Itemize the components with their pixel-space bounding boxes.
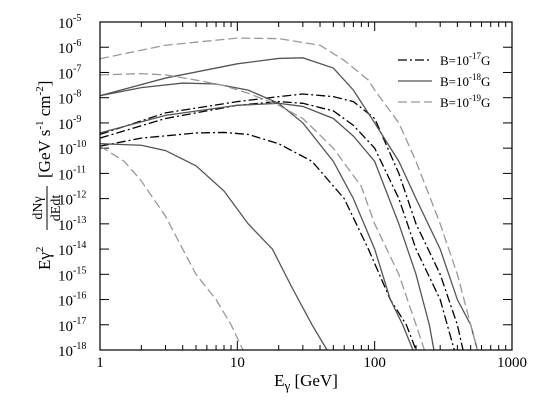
series-line-dashdot (100, 131, 417, 350)
y-tick-label: 10-15 (58, 265, 86, 284)
plot-frame (99, 21, 513, 351)
x-tick-label: 100 (363, 355, 386, 371)
y-tick-label: 10-7 (58, 63, 81, 82)
y-axis-title-numerator: dNγ (31, 196, 46, 219)
y-tick-label: 10-10 (58, 139, 86, 158)
x-tick-label: 10 (230, 355, 245, 371)
y-axis-title-denominator: dEdt (49, 195, 64, 222)
y-tick-label: 10-17 (58, 316, 86, 335)
y-axis-title-unit-sup2: -2 (34, 86, 46, 95)
svg-text:[GeV s-1 cm-2]: [GeV s-1 cm-2] (34, 81, 54, 178)
y-tick-label: 10-18 (58, 341, 86, 360)
y-tick-label: 10-16 (58, 291, 86, 310)
y-axis-title-unit-end: ] (35, 81, 54, 87)
series-line-dashed (100, 37, 479, 350)
x-axis-title-rest: [GeV] (290, 371, 338, 390)
y-tick-label: 10-5 (58, 13, 81, 32)
y-tick-label: 10-13 (58, 215, 86, 234)
series-line-solid (100, 143, 328, 350)
y-axis-title-unit: [GeV s (35, 130, 54, 178)
y-axis-title-unit-cm: cm (35, 95, 54, 120)
y-tick-label: 10-11 (58, 164, 86, 183)
y-tick-label: 10-6 (58, 38, 81, 57)
y-tick-label: 10-14 (58, 240, 86, 259)
legend-label: B=10-17G (440, 51, 490, 68)
y-tick-labels: 10-5 10-6 10-7 10-8 10-9 10-10 10-11 10-12 10-13… (58, 13, 86, 360)
axis-ticks (99, 21, 512, 351)
series-line-dashdot (100, 100, 455, 350)
y-axis-title: Eγ2 dNγ dEdt [GeV s-1 cm-2] (31, 81, 64, 270)
svg-text:Eγ2: Eγ2 (34, 247, 54, 270)
y-axis-title-unit-sup1: -1 (34, 121, 46, 130)
y-axis-title-sup: 2 (34, 247, 46, 253)
x-axis-title-main: E (274, 371, 284, 390)
series-line-dashdot (100, 93, 464, 350)
x-tick-labels: 1 10 100 1000 (96, 355, 527, 371)
legend-label: B=10-18G (440, 72, 490, 89)
x-axis-title-sub: γ (283, 378, 290, 393)
x-tick-label: 1 (96, 355, 104, 371)
series-line-solid (100, 82, 414, 350)
series-line-dashed (100, 72, 425, 350)
series-line-dashed (100, 145, 244, 350)
series-line-solid (100, 57, 479, 350)
x-axis-title: Eγ [GeV] (274, 371, 338, 393)
y-tick-label: 10-9 (58, 114, 81, 133)
y-tick-label: 10-12 (58, 190, 86, 209)
legend: B=10-17G B=10-18G B=10-19G (398, 51, 490, 110)
y-tick-label: 10-8 (58, 89, 81, 108)
y-axis-title-prefix: Eγ (35, 252, 54, 270)
series-line-solid (100, 102, 435, 350)
series-layer (100, 37, 479, 350)
legend-label: B=10-19G (440, 93, 490, 110)
x-tick-label: 1000 (497, 355, 527, 371)
